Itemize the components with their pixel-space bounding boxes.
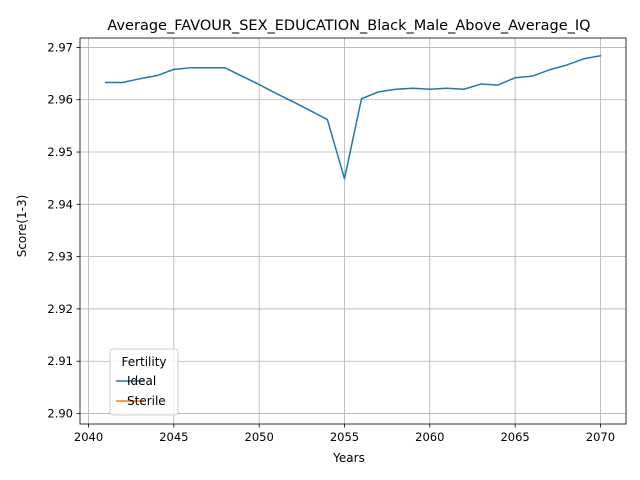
legend-box (109, 348, 179, 416)
y-tick-label: 2.92 (47, 302, 73, 316)
y-tick-label: 2.91 (47, 354, 73, 368)
x-tick-label: 2040 (74, 430, 103, 444)
y-tick-label: 2.90 (47, 407, 73, 421)
y-axis: 2.90 2.91 2.92 2.93 2.94 2.95 2.96 2.97 (47, 40, 80, 421)
x-tick-label: 2070 (586, 430, 615, 444)
x-tick-label: 2060 (415, 430, 444, 444)
x-axis: 2040 2045 2050 2055 2060 2065 2070 (74, 424, 615, 444)
y-tick-label: 2.96 (47, 93, 73, 107)
y-tick-label: 2.95 (47, 145, 73, 159)
plot-frame (79, 37, 627, 425)
x-tick-label: 2065 (500, 430, 529, 444)
x-tick-label: 2050 (245, 430, 274, 444)
legend-label-sterile: Sterile (127, 394, 166, 408)
legend-title: Fertility (121, 355, 166, 369)
x-axis-label: Years (332, 451, 365, 465)
y-tick-label: 2.94 (47, 197, 73, 211)
y-axis-label: Score(1-3) (15, 195, 29, 258)
x-tick-label: 2045 (159, 430, 188, 444)
y-tick-label: 2.93 (47, 250, 73, 264)
x-tick-label: 2055 (330, 430, 359, 444)
legend: Fertility Ideal Sterile (109, 348, 179, 416)
chart-title: Average_FAVOUR_SEX_EDUCATION_Black_Male_… (107, 18, 590, 34)
legend-label-ideal: Ideal (127, 374, 156, 388)
series-layer (104, 54, 602, 180)
series-line-ideal (104, 54, 602, 180)
y-tick-label: 2.97 (47, 40, 73, 54)
